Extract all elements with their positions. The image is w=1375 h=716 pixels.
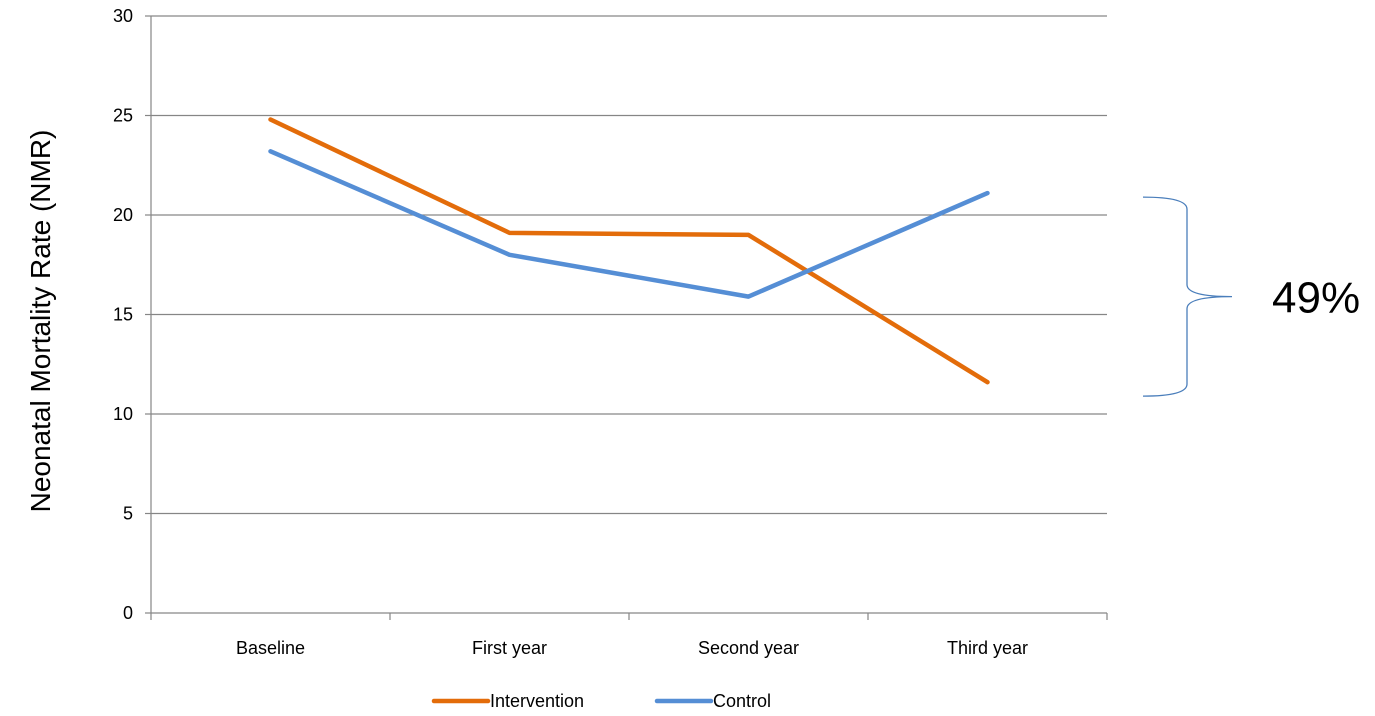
y-tick-labels: 0 5 10 15 20 25 30 <box>113 6 133 623</box>
legend-label-intervention: Intervention <box>490 691 584 711</box>
brace-shape <box>1142 196 1233 397</box>
y-tick-label: 15 <box>113 305 133 325</box>
series-line-intervention <box>268 117 990 385</box>
x-tick-label: Baseline <box>236 638 305 658</box>
y-tick-label: 10 <box>113 404 133 424</box>
annotation-label: 49% <box>1272 274 1360 323</box>
series-lines <box>268 117 990 385</box>
series-line-control <box>268 149 990 299</box>
y-axis-title: Neonatal Mortality Rate (NMR) <box>25 130 56 513</box>
y-tick-label: 0 <box>123 603 133 623</box>
y-tick-label: 20 <box>113 205 133 225</box>
legend-label-control: Control <box>713 691 771 711</box>
y-tick-label: 30 <box>113 6 133 26</box>
y-tick-label: 25 <box>113 106 133 126</box>
x-tick-label: Third year <box>947 638 1028 658</box>
brace-annotation: 49% <box>1142 196 1360 397</box>
x-tick-label: First year <box>472 638 547 658</box>
legend: Intervention Control <box>431 691 771 711</box>
x-tick-labels: Baseline First year Second year Third year <box>236 638 1028 658</box>
gridlines <box>151 15 1107 515</box>
y-tick-label: 5 <box>123 504 133 524</box>
x-tick-label: Second year <box>698 638 799 658</box>
axes <box>145 15 1108 620</box>
